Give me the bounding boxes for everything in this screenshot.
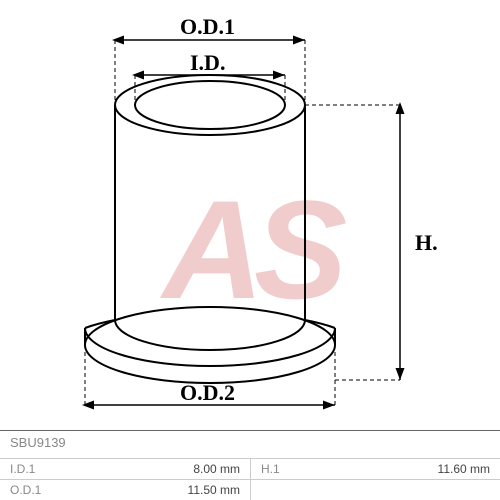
spec-value: 11.60 mm (438, 462, 490, 476)
spec-value: 8.00 mm (193, 462, 240, 476)
spec-key: H.1 (261, 462, 280, 476)
spec-value: 11.50 mm (188, 483, 240, 497)
spec-cell: O.D.1 11.50 mm (0, 479, 250, 500)
part-number: SBU9139 (10, 435, 66, 450)
label-id: I.D. (190, 50, 225, 76)
spec-key: O.D.1 (10, 483, 41, 497)
spec-key: I.D.1 (10, 462, 35, 476)
spec-cell: I.D.1 8.00 mm (0, 458, 250, 479)
spec-row: I.D.1 8.00 mm H.1 11.60 mm O.D.1 11.50 mm (0, 458, 500, 500)
spec-footer: SBU9139 I.D.1 8.00 mm H.1 11.60 mm O.D.1 11.5… (0, 430, 500, 500)
label-od1: O.D.1 (180, 14, 235, 40)
label-h: H. (415, 230, 438, 256)
spec-cell: H.1 11.60 mm (250, 458, 500, 479)
technical-drawing: O.D.1 I.D. H. O.D.2 (0, 0, 500, 430)
label-od2: O.D.2 (180, 380, 235, 406)
